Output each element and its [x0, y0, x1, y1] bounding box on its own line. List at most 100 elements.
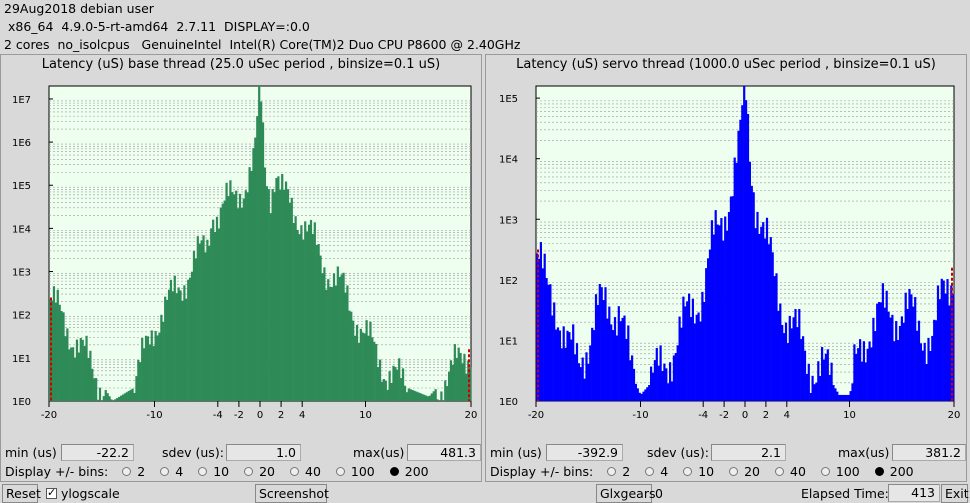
histogram-bar: [181, 300, 184, 401]
histogram-bar: [712, 234, 715, 401]
base-bins-option-20[interactable]: 20: [244, 464, 275, 479]
reset-button[interactable]: Reset: [2, 484, 41, 503]
histogram-bar: [596, 305, 599, 401]
base-bins-option-200[interactable]: 200: [389, 464, 429, 479]
histogram-bar: [254, 137, 257, 401]
histogram-bar: [319, 255, 322, 401]
histogram-bar: [900, 316, 903, 401]
histogram-bar: [240, 207, 244, 401]
histogram-bar: [434, 389, 437, 401]
histogram-bar: [382, 379, 385, 401]
histogram-bar: [878, 302, 881, 401]
histogram-bar: [910, 294, 913, 401]
histogram-bar: [707, 258, 710, 401]
histogram-bar: [665, 368, 668, 401]
servo-bins-option-100[interactable]: 100: [820, 464, 860, 479]
base-bins-option-label: 200: [404, 464, 429, 479]
histogram-bar: [870, 347, 873, 401]
radio-icon: [645, 467, 655, 476]
histogram-bar: [640, 393, 643, 401]
servo-bins-option-label: 200: [889, 464, 914, 479]
histogram-bar: [359, 328, 362, 401]
histogram-bar: [699, 321, 702, 401]
histogram-bar: [263, 167, 267, 401]
radio-icon: [607, 467, 617, 476]
histogram-bar: [223, 200, 226, 401]
histogram-bar: [284, 181, 288, 401]
y-tick-label: 1E3: [12, 268, 31, 279]
histogram-bar: [183, 285, 186, 401]
histogram-bar: [541, 268, 544, 401]
histogram-bar: [940, 278, 943, 401]
histogram-bar: [175, 293, 178, 401]
histogram-bar: [897, 340, 900, 401]
servo-bins-option-20[interactable]: 20: [729, 464, 760, 479]
histogram-bar: [244, 190, 247, 401]
histogram-bar: [802, 336, 805, 401]
histogram-bar: [754, 228, 757, 401]
histogram-bar: [119, 395, 123, 401]
histogram-bar: [680, 327, 683, 401]
histogram-bar: [735, 162, 738, 401]
histogram-bar: [906, 308, 909, 401]
histogram-bar: [411, 390, 414, 401]
base-bins-option-40[interactable]: 40: [290, 464, 321, 479]
radio-icon: [122, 467, 132, 476]
glxgears-count: 0: [655, 486, 663, 501]
servo-bins-option-40[interactable]: 40: [775, 464, 806, 479]
histogram-bar: [575, 343, 579, 401]
cpu-info-line: 2 cores no_isolcpus GenuineIntel Intel(R…: [4, 37, 521, 52]
screenshot-button[interactable]: Screenshot: [255, 484, 329, 503]
histogram-bar: [866, 348, 869, 401]
histogram-bar: [219, 207, 222, 401]
histogram-bar: [258, 86, 261, 401]
histogram-bar: [701, 291, 704, 401]
radio-icon: [683, 467, 693, 476]
histogram-bar: [81, 339, 84, 401]
histogram-bar: [336, 266, 339, 401]
base-bins-option-label: 2: [137, 464, 146, 479]
histogram-bars: [536, 86, 955, 402]
histogram-bar: [689, 317, 693, 401]
histogram-bar: [403, 385, 407, 401]
histogram-bar: [323, 267, 326, 401]
histogram-bar: [430, 393, 433, 401]
histogram-bar: [217, 228, 221, 401]
histogram-bar: [741, 105, 744, 401]
servo-bins-option-200[interactable]: 200: [874, 464, 914, 479]
histogram-bar: [836, 391, 839, 401]
glxgears-button[interactable]: Glxgears: [596, 484, 656, 503]
servo-bins-option-label: 10: [698, 464, 715, 479]
base-bins-option-100[interactable]: 100: [335, 464, 375, 479]
histogram-bar: [762, 222, 765, 401]
base-bins-option-4[interactable]: 4: [160, 464, 183, 479]
base-bins-option-10[interactable]: 10: [198, 464, 229, 479]
histogram-bar: [233, 194, 236, 401]
histogram-bar: [783, 333, 786, 401]
histogram-bar: [564, 347, 567, 401]
base-bins-option-label: 10: [213, 464, 230, 479]
servo-bins-option-10[interactable]: 10: [683, 464, 714, 479]
histogram-bar: [632, 368, 636, 401]
histogram-bar: [342, 272, 345, 401]
histogram-bar: [85, 335, 88, 401]
servo-bins-option-2[interactable]: 2: [607, 464, 630, 479]
histogram-bar: [196, 236, 199, 401]
histogram-bar: [748, 161, 751, 401]
base-bins-option-2[interactable]: 2: [122, 464, 145, 479]
y-tick-label: 1E2: [499, 276, 518, 287]
histogram-bar: [678, 316, 681, 401]
servo-bins-option-4[interactable]: 4: [645, 464, 668, 479]
histogram-bar: [72, 347, 75, 401]
histogram-bar: [256, 116, 259, 401]
exit-button[interactable]: Exit: [941, 484, 969, 503]
servo-min-value: -392.9: [546, 444, 623, 461]
histogram-bar: [353, 335, 357, 401]
histogram-bar: [887, 311, 890, 401]
histogram-bar: [767, 244, 770, 401]
ylogscale-checkbox[interactable]: ylogscale: [46, 486, 120, 501]
histogram-bar: [830, 362, 833, 401]
x-tick-label: -10: [632, 410, 648, 421]
histogram-bar: [77, 352, 80, 401]
